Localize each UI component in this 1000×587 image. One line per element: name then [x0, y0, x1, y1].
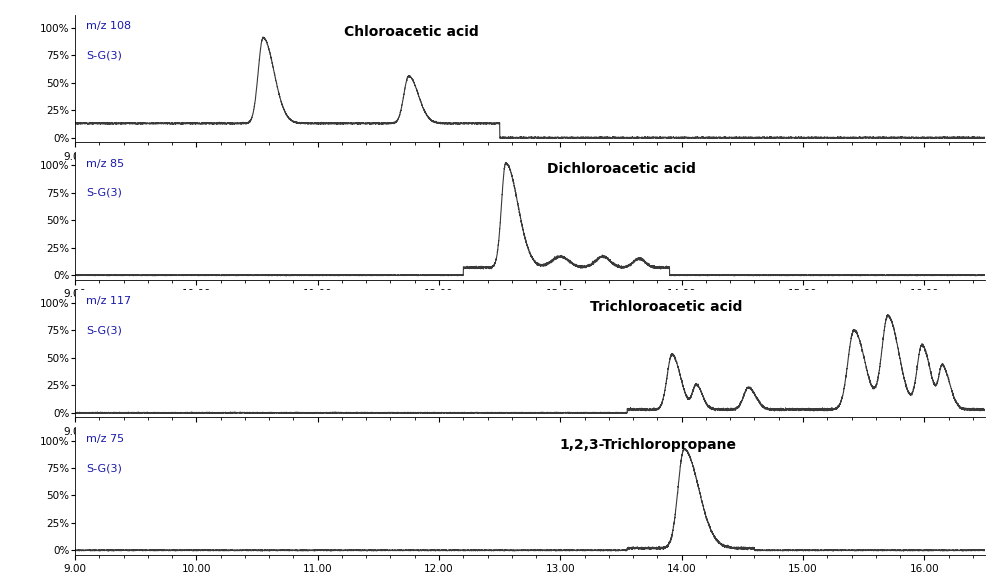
Text: S-G(3): S-G(3) [86, 463, 122, 473]
Text: m/z 108: m/z 108 [86, 21, 131, 31]
Text: 1,2,3-Trichloropropane: 1,2,3-Trichloropropane [560, 437, 737, 451]
Text: m/z 117: m/z 117 [86, 296, 131, 306]
Text: Dichloroacetic acid: Dichloroacetic acid [547, 163, 695, 177]
Text: Chloroacetic acid: Chloroacetic acid [344, 25, 479, 39]
Text: S-G(3): S-G(3) [86, 50, 122, 60]
Text: m/z 75: m/z 75 [86, 434, 124, 444]
Text: S-G(3): S-G(3) [86, 325, 122, 335]
Text: S-G(3): S-G(3) [86, 188, 122, 198]
Text: Trichloroacetic acid: Trichloroacetic acid [590, 300, 743, 314]
Text: m/z 85: m/z 85 [86, 158, 124, 168]
